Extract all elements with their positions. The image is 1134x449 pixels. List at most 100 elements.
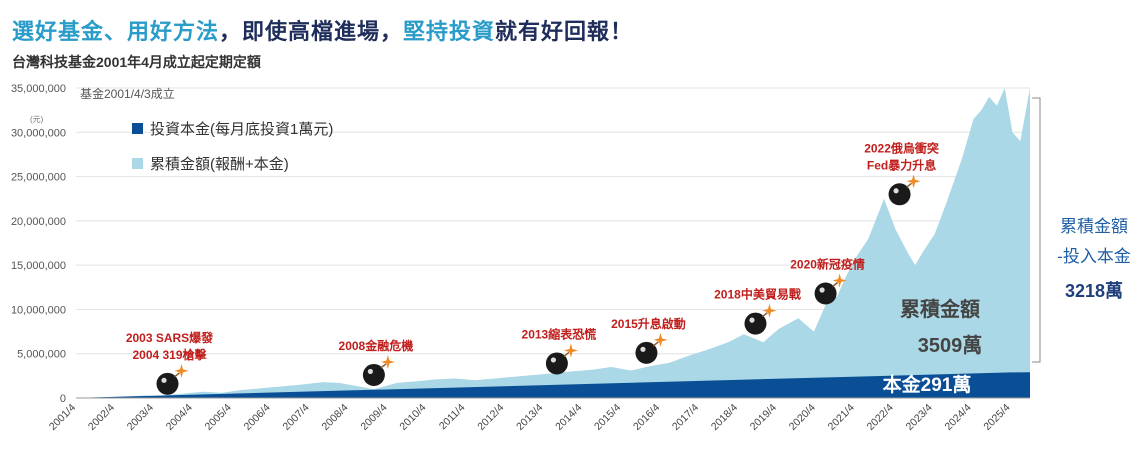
principal-label: 本金291萬 [883,373,972,396]
spark-icon [832,273,847,288]
spark-icon [380,354,395,369]
bomb-icon [545,352,568,375]
bomb-fuse [563,351,570,358]
x-tick-label: 2017/4 [670,402,701,433]
event-label: 2020新冠疫情 [790,256,865,271]
event-label: 2008金融危機 [339,338,414,353]
x-tick-label: 2009/4 [358,402,389,433]
event-marker: 2020新冠疫情 [790,256,865,305]
y-tick-label: 35,000,000 [11,83,66,95]
x-tick-label: 2011/4 [437,402,468,433]
event-marker: 2013縮表恐慌 [522,326,597,375]
bomb-icon [362,363,385,386]
x-tick-label: 2007/4 [281,402,312,433]
bomb-highlight [893,188,899,194]
x-tick-label: 2001/4 [47,402,78,433]
bomb-highlight [640,346,646,352]
bomb-icon [156,372,179,395]
y-axis-ticks: 0 5,000,000 10,000,000 15,000,000 20,000,000… [11,83,66,405]
event-marker: 2022俄烏衝突 Fed暴力升息 [864,140,939,206]
event-label: Fed暴力升息 [867,157,936,172]
legend-swatch-principal [132,123,143,134]
bomb-highlight [550,357,556,363]
bomb-icon [814,282,837,305]
event-label: 2022俄烏衝突 [864,140,939,155]
x-tick-label: 2025/4 [981,402,1012,433]
x-tick-label: 2012/4 [475,402,506,433]
x-tick-label: 2024/4 [943,402,974,433]
fund-start-note: 基金2001/4/3成立 [80,86,175,101]
x-tick-label: 2015/4 [592,401,623,432]
diff-label-line-2: -投入本金 [1057,247,1131,266]
bomb-highlight [161,377,167,383]
event-markers: 2003 SARS爆發 2004 319槍擊 2008金融危機 2013縮表恐慌 201… [126,140,939,395]
x-tick-label: 2019/4 [748,402,779,433]
event-marker: 2015升息啟動 [611,316,686,364]
bomb-icon [744,312,767,335]
y-tick-label: 10,000,000 [11,304,66,316]
y-tick-label: 5,000,000 [17,349,66,361]
legend: 投資本金(每月底投資1萬元) 累積金額(報酬+本金) [132,121,333,173]
x-tick-label: 2005/4 [203,402,234,433]
x-tick-label: 2003/4 [125,402,156,433]
bomb-fuse [380,363,387,369]
headline-part-2: ，即使高檔進場， [219,19,404,44]
diff-label-line-1: 累積金額 [1060,217,1128,236]
cumulative-value: 3509萬 [918,334,983,357]
x-tick-label: 2016/4 [631,402,662,433]
event-label: 2013縮表恐慌 [522,326,597,341]
x-tick-label: 2004/4 [164,402,195,433]
bomb-highlight [819,287,825,293]
series-principal-area [76,372,1030,398]
spark-icon [653,332,668,347]
spark-icon [174,363,189,378]
spark-icon [563,343,578,358]
headline: 選好基金、用好方法，即使高檔進場，堅持投資就有好回報！ [12,14,633,46]
bomb-fuse [906,182,913,188]
event-label: 2018中美貿易戰 [714,287,801,302]
bomb-icon [635,341,658,364]
bomb-highlight [367,368,373,375]
bomb-fuse [762,312,768,318]
x-tick-label: 2023/4 [904,402,935,433]
x-tick-label: 2010/4 [397,401,428,432]
spark-icon [906,174,921,189]
event-marker: 2018中美貿易戰 [714,287,801,335]
cumulative-label: 累積金額 [900,297,980,321]
y-tick-label: 0 [60,393,66,405]
diff-value: 3218萬 [1065,281,1123,301]
headline-part-4: 就有好回報！ [495,19,634,44]
x-tick-label: 2021/4 [826,402,857,433]
x-tick-label: 2020/4 [787,402,818,433]
series-cumulative-area [76,88,1030,398]
legend-label-cumulative: 累積金額(報酬+本金) [150,156,289,173]
headline-part-1: 選好基金、用好方法 [12,19,220,44]
legend-label-principal: 投資本金(每月底投資1萬元) [150,121,333,138]
y-unit-label: (元) [30,115,44,124]
bomb-icon [888,183,911,206]
bomb-highlight [749,317,755,323]
spark-icon [762,303,777,318]
x-tick-label: 2022/4 [865,402,896,433]
bomb-fuse [652,341,659,347]
x-tick-label: 2006/4 [242,402,273,433]
x-tick-label: 2013/4 [514,402,545,433]
x-axis-ticks: 2001/4 2002/4 2003/4 2004/4 2005/4 2006/4 2007… [47,401,1013,432]
x-tick-label: 2002/4 [86,402,117,433]
event-label: 2015升息啟動 [611,316,686,331]
event-label: 2004 319槍擊 [132,347,207,362]
chart-subtitle: 台灣科技基金2001年4月成立起定期定額 [12,54,261,70]
event-marker: 2008金融危機 [339,338,414,386]
bomb-fuse [174,372,180,378]
legend-swatch-cumulative [132,158,143,169]
event-marker: 2003 SARS爆發 2004 319槍擊 [126,330,214,395]
x-tick-label: 2018/4 [709,402,740,433]
bomb-fuse [832,281,839,288]
x-tick-label: 2014/4 [553,402,584,433]
headline-part-3: 堅持投資 [403,19,496,44]
y-tick-label: 20,000,000 [11,216,66,228]
y-tick-label: 15,000,000 [11,260,66,272]
event-label: 2003 SARS爆發 [126,330,214,345]
x-tick-label: 2008/4 [320,402,351,433]
